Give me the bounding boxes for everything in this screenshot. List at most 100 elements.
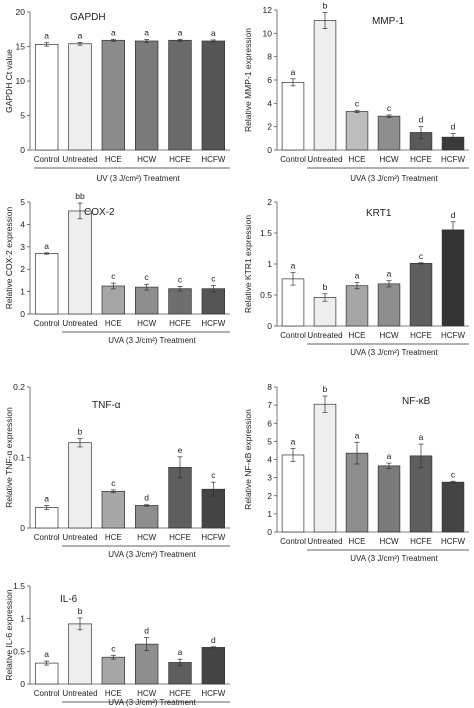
significance-letter: c	[451, 469, 456, 479]
y-tick-label: 4	[20, 219, 25, 229]
significance-letter: a	[178, 27, 183, 37]
significance-letter: c	[387, 103, 392, 113]
category-label: Control	[34, 319, 60, 328]
category-label: Control	[34, 155, 60, 164]
bar-hce	[345, 452, 369, 533]
category-label: HCE	[105, 533, 122, 542]
category-label: Untreated	[62, 319, 97, 328]
bar-hce	[101, 39, 126, 151]
bar-control	[34, 253, 59, 315]
significance-letter: c	[211, 273, 216, 283]
y-tick-label: 5	[20, 111, 25, 121]
y-tick-label: 7	[267, 400, 272, 410]
x-axis-label: UVA (3 J/cm²) Treatment	[350, 348, 438, 357]
significance-letter: a	[78, 30, 83, 40]
category-label: HCFE	[410, 155, 432, 164]
category-label: HCFW	[201, 319, 225, 328]
bar-control	[281, 278, 305, 327]
chart-title: GAPDH	[70, 12, 106, 23]
significance-letter: c	[419, 251, 424, 261]
category-label: HCE	[105, 319, 122, 328]
significance-letter: a	[44, 31, 49, 41]
y-tick-label: 3	[267, 473, 272, 483]
chart-title: IL-6	[60, 594, 78, 605]
y-tick-label: 6	[267, 75, 272, 85]
significance-letter: b	[323, 282, 328, 292]
significance-letter: a	[291, 67, 296, 77]
y-tick-label: 0.5	[13, 646, 25, 656]
category-label: HCW	[137, 689, 157, 698]
category-label: HCW	[379, 331, 399, 340]
significance-letter: d	[451, 122, 456, 132]
significance-letter: d	[144, 493, 149, 503]
y-tick-label: 1.5	[13, 581, 25, 591]
chart-title: NF-κB	[402, 396, 431, 407]
significance-letter: c	[211, 470, 216, 480]
category-label: HCFW	[201, 533, 225, 542]
significance-letter: b	[323, 0, 328, 10]
bar-untreated	[313, 297, 337, 327]
chart-title: TNF-α	[92, 400, 121, 411]
x-axis-label: UVA (3 J/cm²) Treatment	[108, 550, 196, 559]
significance-letter: e	[178, 445, 183, 455]
y-tick-label: 1	[267, 259, 272, 269]
y-axis-label: Relative MMP-1 expression	[243, 28, 253, 132]
bar-control	[281, 454, 305, 533]
category-label: HCFE	[169, 319, 191, 328]
bar-hcw	[134, 40, 159, 151]
y-tick-label: 0	[20, 145, 25, 155]
x-axis-label: UVA (3 J/cm²) Treatment	[350, 554, 438, 563]
significance-letter: c	[178, 274, 183, 284]
bar-untreated	[68, 623, 92, 685]
bar-hcfw	[441, 229, 465, 327]
y-tick-label: 4	[267, 455, 272, 465]
bar-hcw	[377, 115, 401, 151]
y-tick-label: 5	[267, 436, 272, 446]
y-tick-label: 20	[16, 7, 26, 17]
significance-letter: a	[44, 493, 49, 503]
category-label: Control	[280, 537, 306, 546]
bar-hcfw	[441, 481, 465, 533]
category-label: Control	[280, 331, 306, 340]
significance-letter: c	[111, 271, 116, 281]
significance-letter: a	[387, 451, 392, 461]
bar-untreated	[68, 442, 92, 529]
significance-letter: a	[291, 261, 296, 271]
chart-mmp1: 0 2 4 6 8 10 12 a Control b Untreated c HCE c HCW d HCFE…	[243, 0, 469, 183]
y-axis-label: Relative COX-2 expression	[4, 206, 14, 309]
significance-letter: c	[111, 643, 116, 653]
y-tick-label: 1.5	[260, 228, 272, 238]
x-axis-label: UVA (3 J/cm²) Treatment	[108, 698, 196, 707]
category-label: HCFW	[441, 155, 465, 164]
significance-letter: a	[387, 269, 392, 279]
significance-letter: a	[355, 430, 360, 440]
bar-untreated	[68, 43, 92, 151]
y-tick-label: 1	[20, 614, 25, 624]
category-label: HCFE	[410, 331, 432, 340]
category-label: HCW	[137, 533, 157, 542]
x-axis-label: UVA (3 J/cm²) Treatment	[108, 336, 196, 345]
significance-letter: a	[111, 27, 116, 37]
y-tick-label: 1	[20, 287, 25, 297]
category-label: Untreated	[62, 155, 97, 164]
significance-letter: b	[323, 384, 328, 394]
category-label: Untreated	[307, 155, 342, 164]
category-label: HCFE	[169, 533, 191, 542]
y-tick-label: 5	[20, 197, 25, 207]
bar-hcw	[134, 286, 159, 315]
significance-letter: b	[78, 606, 83, 616]
y-tick-label: 0	[20, 523, 25, 533]
y-tick-label: 1	[267, 509, 272, 519]
bar-hcfw	[201, 288, 226, 315]
y-tick-label: 0.2	[13, 382, 25, 392]
chart-krt1: 0 0.5 1 1.5 2 a Control b Untreated a HCE a HCW c HCFE…	[243, 197, 469, 357]
chart-tnfa: 0 0.1 0.2 a Control b Untreated c HCE d HCW e HCFE c H…	[4, 382, 230, 559]
category-label: HCE	[349, 331, 366, 340]
category-label: HCW	[137, 155, 157, 164]
significance-letter: a	[291, 437, 296, 447]
category-label: Control	[34, 533, 60, 542]
significance-letter: d	[144, 626, 149, 636]
category-label: HCFE	[410, 537, 432, 546]
y-tick-label: 2	[267, 491, 272, 501]
bar-untreated	[313, 403, 337, 533]
